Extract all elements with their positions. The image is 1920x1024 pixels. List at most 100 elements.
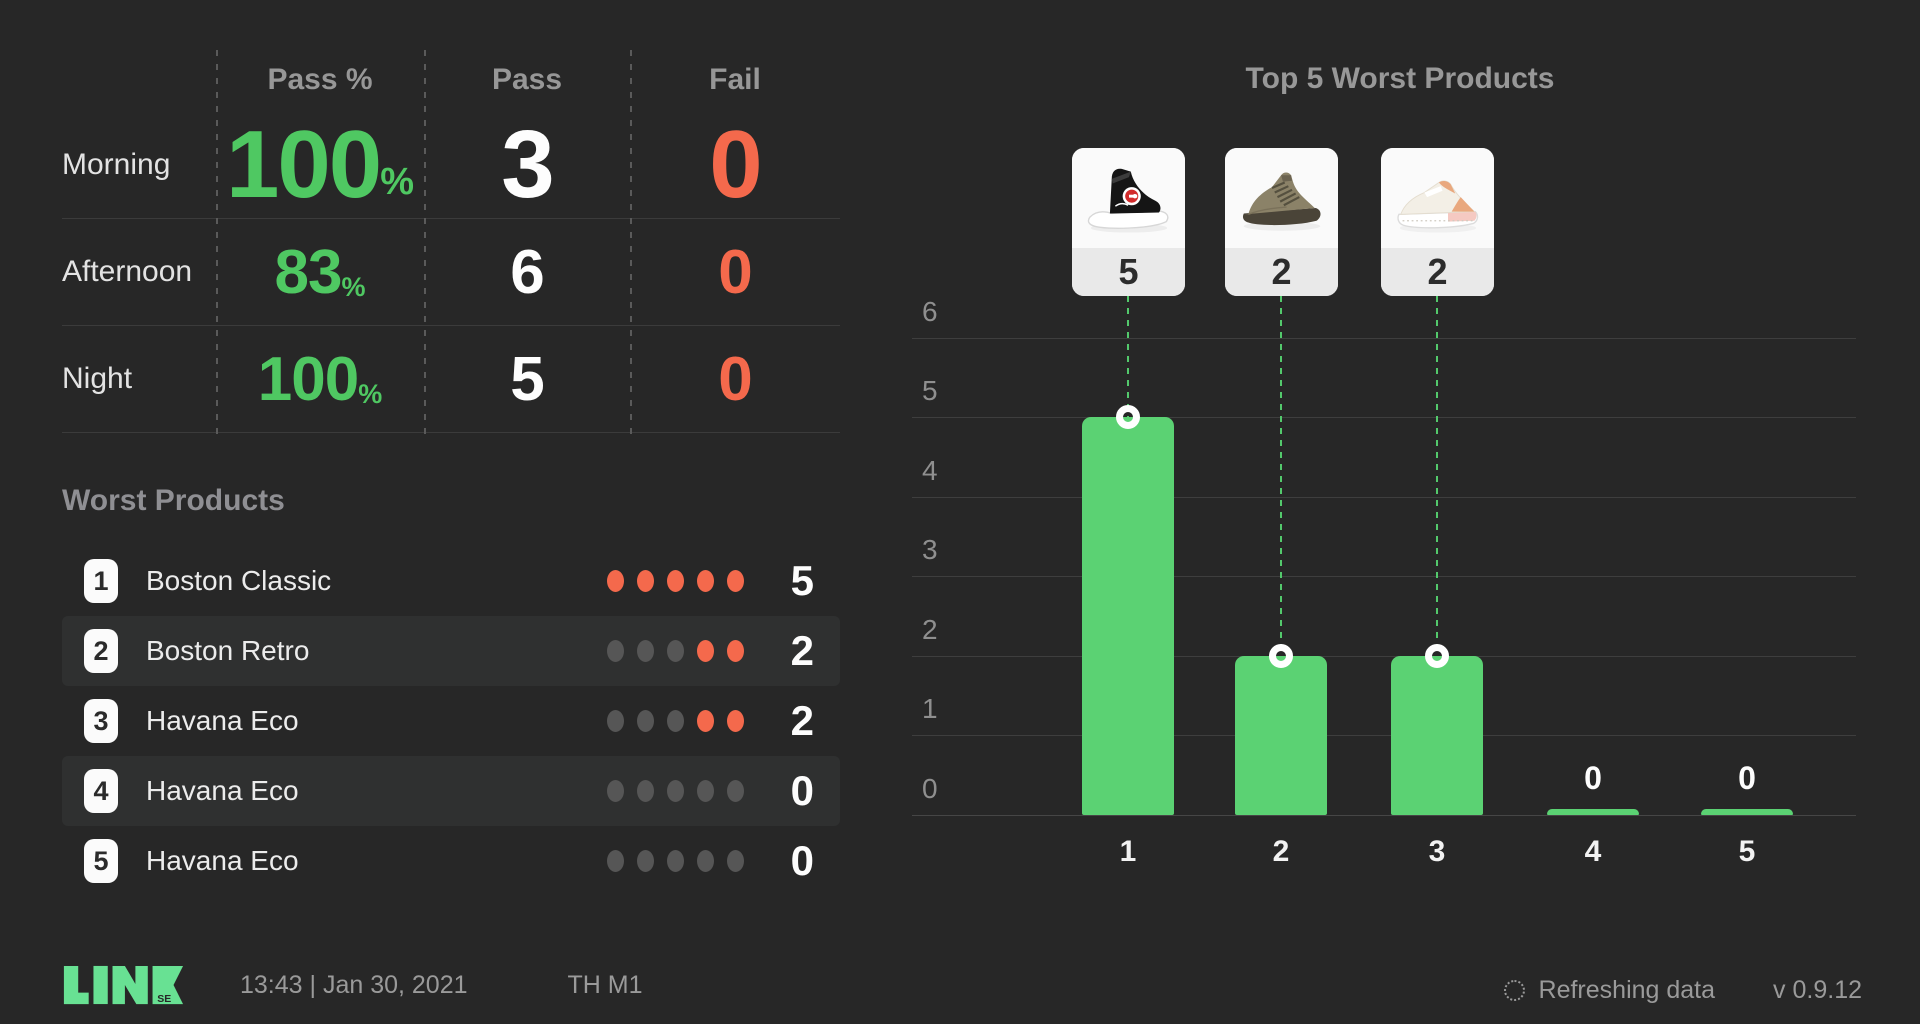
worst-product-row[interactable]: 5 Havana Eco 0: [62, 826, 840, 896]
stats-afternoon-fail: 0: [630, 219, 840, 326]
product-card-3[interactable]: 2: [1381, 148, 1494, 296]
bar-top-marker-icon: [1116, 405, 1140, 429]
connector-dashed-line: [1127, 296, 1129, 417]
dot-icon: [667, 570, 684, 592]
fail-value: 0: [718, 344, 752, 414]
bar[interactable]: [1701, 809, 1793, 815]
y-axis-tick: 1: [922, 693, 938, 724]
y-axis-tick: 4: [922, 455, 938, 486]
link-logo-icon: SE: [63, 965, 184, 1005]
stats-morning-pass: 3: [424, 111, 630, 219]
y-axis-tick: 3: [922, 534, 938, 565]
bar-top-marker-icon: [1269, 644, 1293, 668]
stats-header-pass-pct: Pass %: [267, 63, 373, 96]
bar-value-label: 0: [1738, 760, 1756, 796]
pass-pct-value: 100: [257, 344, 359, 414]
bar[interactable]: [1082, 417, 1174, 815]
stats-night-pass-pct: 100 %: [216, 326, 424, 433]
bar[interactable]: [1235, 656, 1327, 815]
chart-title: Top 5 Worst Products: [1245, 62, 1555, 95]
bar-product-2[interactable]: 2: [1235, 296, 1327, 815]
white-peach-sneaker-image: [1381, 148, 1494, 248]
product-card-2[interactable]: 2: [1225, 148, 1338, 296]
fail-dots: [607, 780, 744, 802]
worst-product-row[interactable]: 1 Boston Classic 5: [62, 546, 840, 616]
sneaker-icon: [1087, 168, 1168, 233]
sneaker-icon: [1242, 172, 1321, 231]
rank-badge: 1: [84, 559, 118, 603]
dot-icon: [637, 710, 654, 732]
gridline: [912, 735, 1856, 736]
sneaker-icon: [1396, 180, 1478, 233]
column-divider: [424, 50, 426, 438]
refresh-spinner-icon: [1503, 980, 1525, 1001]
pass-pct-value: 100: [226, 111, 382, 218]
worst-product-row[interactable]: 2 Boston Retro 2: [62, 616, 840, 686]
stats-morning-pass-pct: 100 %: [216, 111, 424, 219]
dot-icon: [637, 850, 654, 872]
svg-text:SE: SE: [157, 994, 171, 1005]
rank-badge: 3: [84, 699, 118, 743]
fail-value: 0: [709, 111, 762, 218]
y-axis-tick: 5: [922, 375, 938, 406]
y-axis-tick: 2: [922, 614, 938, 645]
product-card-value: 5: [1072, 248, 1185, 296]
product-name: Havana Eco: [146, 845, 299, 876]
bar-product-3[interactable]: 2: [1391, 296, 1483, 815]
dot-icon: [727, 850, 744, 872]
worst-product-row[interactable]: 3 Havana Eco 2: [62, 686, 840, 756]
dot-icon: [697, 710, 714, 732]
bar[interactable]: [1547, 809, 1639, 815]
dot-icon: [727, 570, 744, 592]
pass-value: 6: [510, 237, 544, 307]
column-divider: [630, 50, 632, 438]
olive-knit-sneaker-image: [1225, 148, 1338, 248]
dot-icon: [667, 780, 684, 802]
stats-corner: [62, 48, 216, 112]
black-hightop-sneaker-image: [1072, 148, 1185, 248]
dot-icon: [607, 710, 624, 732]
product-card-value: 2: [1225, 248, 1338, 296]
bar-chart: 6 5 4 3 2 1 0 5 2 2 0 0 1 2 3 4 5: [912, 296, 1856, 868]
dot-icon: [637, 570, 654, 592]
dot-icon: [637, 780, 654, 802]
footer-left: SE 13:43 | Jan 30, 2021 TH M1: [62, 960, 643, 1010]
dot-icon: [697, 640, 714, 662]
y-axis-tick: 6: [922, 296, 938, 327]
product-name: Boston Classic: [146, 565, 332, 596]
bar-product-1[interactable]: 5: [1082, 296, 1174, 815]
bar-product-4[interactable]: 0: [1547, 338, 1639, 815]
percent-symbol: %: [380, 161, 414, 203]
bar[interactable]: [1391, 656, 1483, 815]
pass-value: 5: [510, 344, 544, 414]
stats-header-fail: Fail: [709, 63, 761, 96]
dot-icon: [607, 780, 624, 802]
rank-badge: 2: [84, 629, 118, 673]
fail-dots: [607, 850, 744, 872]
x-axis-tick: 4: [1584, 835, 1602, 868]
fail-count: 0: [790, 767, 814, 814]
stats-afternoon-pass: 6: [424, 219, 630, 326]
product-name: Boston Retro: [146, 635, 310, 666]
dot-icon: [667, 640, 684, 662]
stats-night-pass: 5: [424, 326, 630, 433]
bar-product-5[interactable]: 0: [1701, 338, 1793, 815]
refresh-status: Refreshing data: [1538, 976, 1716, 1004]
x-axis-tick: 3: [1428, 835, 1446, 868]
x-axis-tick: 1: [1119, 835, 1137, 868]
x-axis-tick: 2: [1272, 835, 1290, 868]
dot-icon: [667, 710, 684, 732]
shift-stats-table: Pass % Pass Fail Morning 100 % 3 0 After…: [62, 48, 840, 438]
dot-icon: [697, 570, 714, 592]
dot-icon: [607, 850, 624, 872]
dot-icon: [637, 640, 654, 662]
link-logo: SE: [62, 960, 184, 1010]
connector-dashed-line: [1280, 296, 1282, 656]
product-card-1[interactable]: 5: [1072, 148, 1185, 296]
worst-product-row[interactable]: 4 Havana Eco 0: [62, 756, 840, 826]
stats-afternoon-pass-pct: 83 %: [216, 219, 424, 326]
column-divider: [216, 50, 218, 438]
dot-icon: [607, 640, 624, 662]
pass-value: 3: [501, 111, 554, 218]
dot-icon: [697, 780, 714, 802]
